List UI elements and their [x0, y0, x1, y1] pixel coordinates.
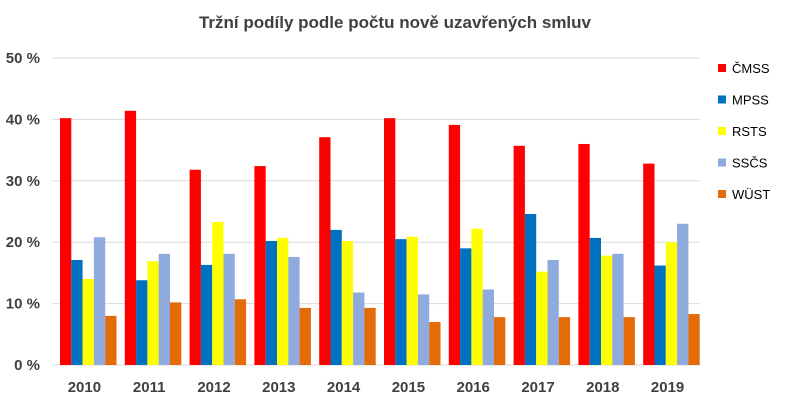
y-tick-label: 10 %: [6, 296, 40, 313]
bar-ssčs-2018: [612, 253, 624, 365]
x-tick-label: 2010: [68, 379, 101, 396]
bar-rsts-2017: [536, 271, 548, 365]
bar-wüst-2011: [170, 302, 182, 365]
bar-rsts-2010: [82, 279, 94, 365]
bars: [60, 110, 700, 366]
bar-ssčs-2013: [288, 256, 300, 365]
y-tick-label: 40 %: [6, 111, 40, 128]
bar-wüst-2014: [364, 307, 376, 365]
x-tick-label: 2017: [521, 379, 554, 396]
bar-rsts-2018: [601, 255, 613, 365]
bar-čmss-2015: [384, 118, 396, 365]
bar-čmss-2011: [124, 110, 137, 365]
legend-swatch: [718, 158, 726, 167]
legend-label: SSČS: [732, 156, 768, 171]
y-tick-label: 50 %: [6, 50, 40, 67]
bar-čmss-2013: [254, 166, 266, 365]
legend-swatch: [718, 95, 726, 104]
x-tick-label: 2016: [457, 379, 490, 396]
bar-ssčs-2011: [158, 253, 170, 365]
bar-rsts-2016: [471, 228, 483, 365]
bar-wüst-2012: [234, 299, 247, 365]
x-axis-ticks: 2010 2011 2012 2013 2014 2015 2016 2017 2018 2019: [68, 379, 685, 396]
bar-rsts-2012: [212, 221, 224, 365]
bar-ssčs-2017: [547, 260, 559, 365]
bar-rsts-2014: [341, 240, 354, 365]
legend: ČMSS MPSS RSTS SSČS WÜST: [718, 61, 770, 202]
bar-čmss-2018: [578, 143, 590, 365]
bar-wüst-2018: [623, 317, 635, 365]
y-tick-label: 30 %: [6, 173, 40, 190]
bar-čmss-2017: [513, 145, 525, 365]
bar-mpss-2015: [395, 239, 407, 365]
legend-swatch: [718, 190, 726, 198]
bar-wüst-2015: [429, 322, 441, 365]
x-tick-label: 2015: [392, 379, 425, 396]
x-tick-label: 2011: [133, 379, 166, 396]
bar-ssčs-2010: [93, 237, 106, 365]
bar-čmss-2012: [189, 169, 201, 365]
bar-mpss-2010: [71, 260, 83, 365]
bar-ssčs-2014: [353, 292, 365, 365]
legend-label: RSTS: [732, 124, 767, 139]
bar-mpss-2011: [136, 280, 148, 365]
x-tick-label: 2019: [651, 379, 684, 396]
x-tick-label: 2013: [262, 379, 295, 396]
bar-mpss-2019: [654, 265, 666, 365]
legend-swatch: [718, 127, 726, 135]
legend-label: WÜST: [732, 187, 770, 202]
x-tick-label: 2014: [327, 379, 361, 396]
bar-ssčs-2015: [417, 294, 430, 365]
bar-ssčs-2012: [223, 253, 235, 365]
bar-mpss-2017: [524, 213, 537, 365]
y-tick-label: 20 %: [6, 234, 40, 251]
bar-čmss-2014: [319, 137, 331, 365]
y-tick-label: 0 %: [14, 357, 40, 374]
bar-čmss-2019: [643, 163, 655, 365]
bar-mpss-2012: [200, 264, 213, 365]
legend-label: ČMSS: [732, 61, 770, 76]
bar-ssčs-2016: [482, 289, 494, 365]
bar-rsts-2015: [406, 236, 418, 365]
chart-title: Tržní podíly podle počtu nově uzavřených…: [199, 13, 592, 32]
y-axis-ticks: 0 % 10 % 20 % 30 % 40 % 50 %: [6, 50, 40, 374]
bar-wüst-2013: [299, 307, 311, 365]
bar-rsts-2019: [665, 242, 678, 365]
bar-wüst-2017: [558, 317, 571, 365]
bar-mpss-2016: [460, 248, 472, 365]
bar-rsts-2011: [147, 261, 159, 365]
bar-wüst-2019: [688, 314, 700, 365]
legend-swatch: [718, 64, 726, 72]
x-tick-label: 2018: [586, 379, 619, 396]
bar-ssčs-2019: [677, 223, 689, 365]
bar-mpss-2013: [265, 240, 277, 365]
bar-rsts-2013: [277, 237, 289, 365]
bar-čmss-2010: [60, 118, 72, 365]
bar-wüst-2016: [494, 317, 506, 365]
bar-mpss-2014: [330, 229, 342, 365]
bar-mpss-2018: [589, 237, 601, 365]
x-tick-label: 2012: [197, 379, 230, 396]
bar-wüst-2010: [105, 315, 117, 365]
legend-label: MPSS: [732, 93, 769, 108]
bar-čmss-2016: [448, 124, 461, 366]
